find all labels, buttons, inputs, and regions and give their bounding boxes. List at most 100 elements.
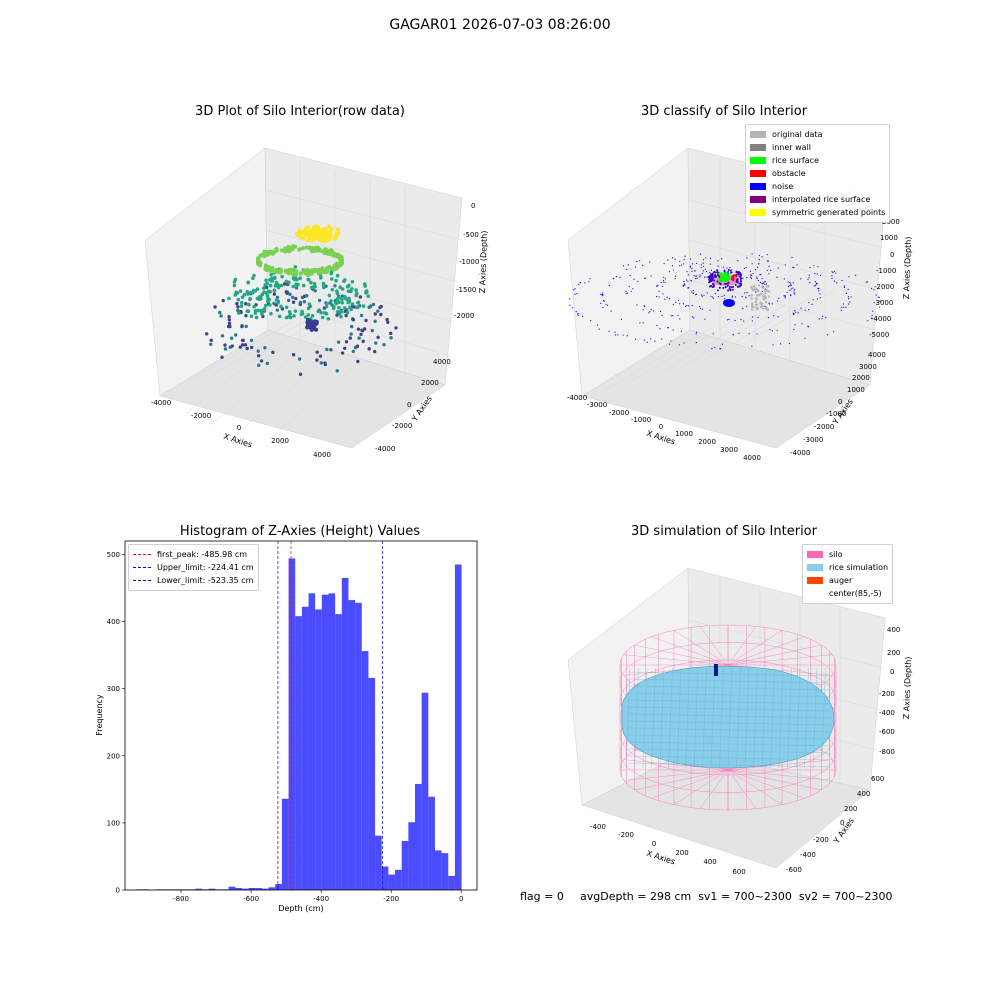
histogram-bars [135, 558, 462, 890]
raw-panel-title: 3D Plot of Silo Interior(row data) [195, 104, 405, 119]
histogram-bar [454, 564, 462, 890]
histogram-bar [448, 875, 455, 890]
histogram-title: Histogram of Z-Axies (Height) Values [179, 524, 421, 539]
legend-item-first-peak: first_peak: -485.98 cm [133, 548, 254, 561]
histogram-ytick-label: 400 [107, 618, 120, 626]
legend-item-label: Upper_limit: -224.41 cm [157, 563, 254, 572]
histogram-xtick-label: 0 [459, 895, 463, 903]
legend-item-lower-limit: Lower_limit: -523.35 cm [133, 574, 254, 587]
classify-panel-title: 3D classify of Silo Interior [640, 104, 808, 119]
histogram-ytick-label: 100 [107, 819, 120, 827]
legend-item-label: interpolated rice surface [772, 195, 871, 204]
histogram-bar [295, 616, 302, 890]
classify-legend-item: symmetric generated points [750, 206, 885, 219]
legend-item-label: first_peak: -485.98 cm [157, 550, 248, 559]
histogram-bar [315, 609, 322, 890]
legend-item-label: rice simulation [829, 563, 889, 572]
simulation-legend-item: auger [807, 574, 888, 587]
legend-item-label: silo [829, 550, 843, 559]
classify-legend-item: noise [750, 180, 885, 193]
histogram-bar [281, 798, 289, 890]
legend-swatch [750, 183, 766, 190]
classify-legend-item: original data [750, 128, 885, 141]
histogram-bar [275, 883, 282, 890]
simulation-panel-title: 3D simulation of Silo Interior [631, 524, 817, 539]
legend-item-label: symmetric generated points [772, 208, 886, 217]
legend-item-label: obstacle [772, 169, 806, 178]
histogram-legend: first_peak: -485.98 cm Upper_limit: -224… [128, 544, 259, 591]
histogram-bar [228, 886, 236, 890]
legend-item-label: rice surface [772, 156, 819, 165]
legend-item-label: center(85,-5) [829, 589, 882, 598]
histogram-xtick-label: -200 [383, 895, 399, 903]
histogram-bar [428, 796, 435, 890]
legend-item-label: Lower_limit: -523.35 cm [157, 576, 254, 585]
histogram-ytick-label: 0 [116, 887, 120, 895]
histogram-bar [288, 558, 296, 890]
histogram-bar [248, 887, 256, 890]
histogram-bar [335, 614, 342, 890]
legend-line-swatch [133, 554, 151, 555]
histogram-bar [321, 594, 329, 890]
legend-item-label: auger [829, 576, 853, 585]
histogram-bar [195, 888, 203, 890]
classify-legend-item: rice surface [750, 154, 885, 167]
histogram-bar [434, 850, 442, 890]
simulation-legend-item: silo [807, 548, 888, 561]
simulation-legend-item: center(85,-5) [807, 587, 888, 600]
simulation-legend-item: rice simulation [807, 561, 888, 574]
legend-swatch [750, 144, 766, 151]
histogram-bar [235, 887, 242, 890]
histogram-xtick-label: -400 [313, 895, 329, 903]
histogram-bar [268, 887, 276, 890]
legend-swatch [807, 564, 823, 571]
legend-line-swatch [133, 580, 151, 581]
legend-swatch [750, 131, 766, 138]
histogram-bar [401, 841, 409, 890]
histogram-bar [255, 887, 262, 890]
histogram-ytick-label: 500 [107, 551, 120, 559]
figure-title: GAGAR01 2026-07-03 08:26:00 [389, 17, 611, 33]
legend-swatch [750, 157, 766, 164]
histogram-xtick-label: -800 [173, 895, 189, 903]
legend-item-label: original data [772, 130, 823, 139]
histogram-bar [308, 593, 316, 890]
legend-swatch [750, 170, 766, 177]
histogram-bar [415, 783, 422, 890]
histogram-bar [441, 853, 449, 890]
legend-swatch [750, 196, 766, 203]
histogram-bar [355, 602, 362, 890]
simulation-legend: silo rice simulation auger center(85,-5) [802, 544, 894, 604]
legend-item-label: noise [772, 182, 794, 191]
histogram-ytick-label: 300 [107, 685, 120, 693]
histogram-yticks: 0 100 200 300 400 500 [107, 551, 125, 895]
histogram-bar [395, 869, 402, 890]
histogram-y-axis-label: Frequency [95, 694, 104, 736]
classify-legend-item: obstacle [750, 167, 885, 180]
legend-swatch [807, 590, 823, 597]
histogram-bar [421, 692, 429, 890]
histogram-bar [375, 835, 382, 890]
legend-swatch [750, 209, 766, 216]
histogram-bar [368, 677, 376, 890]
histogram-bar [241, 888, 249, 890]
legend-swatch [807, 551, 823, 558]
histogram-bar [208, 888, 216, 890]
histogram-bar [261, 888, 269, 890]
histogram-x-axis-label: Depth (cm) [278, 904, 323, 913]
histogram-xtick-label: -600 [243, 895, 259, 903]
histogram-bar [388, 874, 396, 890]
classify-legend-item: inner wall [750, 141, 885, 154]
stats-text: avgDepth = 298 cm sv1 = 700~2300 sv2 = 7… [580, 890, 893, 903]
legend-item-label: inner wall [772, 143, 812, 152]
flag-text: flag = 0 [520, 890, 564, 903]
histogram-bar [381, 866, 389, 890]
histogram-xticks: -800 -600 -400 -200 0 [173, 890, 463, 903]
histogram-bar [341, 577, 349, 890]
histogram-bar [408, 822, 416, 890]
histogram-bar [328, 593, 336, 890]
histogram-plot-frame [124, 540, 478, 891]
histogram-bar [361, 651, 369, 890]
histogram-bar [348, 600, 356, 890]
